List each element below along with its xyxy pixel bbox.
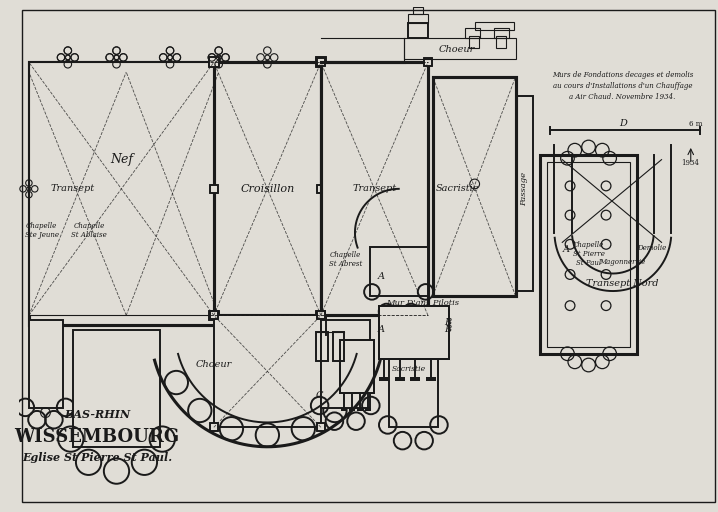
- Bar: [317, 58, 325, 66]
- Text: A: A: [378, 325, 385, 334]
- Bar: [317, 423, 325, 431]
- Bar: [389, 349, 438, 428]
- Bar: [414, 7, 423, 14]
- Bar: [411, 377, 420, 380]
- Text: C: C: [315, 391, 322, 400]
- Text: Choeur: Choeur: [196, 359, 232, 369]
- Text: B: B: [444, 318, 451, 327]
- Bar: [317, 185, 325, 193]
- Text: Demolie: Demolie: [637, 244, 666, 252]
- Text: B: B: [444, 325, 451, 334]
- Bar: [29, 320, 63, 408]
- Bar: [424, 311, 432, 319]
- Bar: [317, 311, 325, 319]
- Bar: [379, 377, 389, 380]
- Bar: [210, 185, 218, 193]
- Bar: [465, 28, 480, 38]
- Bar: [379, 306, 449, 359]
- Text: Croisillon: Croisillon: [241, 184, 294, 194]
- Text: Eglise St Pierre St Paul.: Eglise St Pierre St Paul.: [22, 453, 172, 463]
- Text: 1934: 1934: [681, 159, 699, 166]
- Bar: [370, 247, 428, 296]
- Text: 6 m: 6 m: [689, 120, 702, 127]
- Text: Sacristie: Sacristie: [435, 184, 479, 194]
- Bar: [349, 408, 355, 411]
- Text: Nef: Nef: [110, 153, 133, 166]
- Bar: [433, 77, 516, 296]
- Bar: [210, 423, 218, 431]
- Text: Chapelle
Ste Jeune: Chapelle Ste Jeune: [24, 222, 59, 239]
- Text: Chapelle
St Abrest: Chapelle St Abrest: [329, 251, 362, 268]
- Bar: [209, 57, 219, 67]
- Bar: [214, 315, 321, 428]
- Bar: [316, 310, 326, 320]
- Bar: [546, 162, 630, 348]
- Text: A: A: [563, 245, 569, 254]
- Text: Mur D'ans Pilotis: Mur D'ans Pilotis: [386, 298, 460, 307]
- Bar: [340, 339, 374, 393]
- Bar: [340, 339, 374, 393]
- Text: A: A: [378, 272, 385, 282]
- Text: BAS-RHIN: BAS-RHIN: [64, 409, 130, 419]
- Bar: [404, 38, 516, 59]
- Bar: [409, 24, 428, 38]
- Bar: [317, 311, 325, 319]
- Bar: [332, 332, 344, 361]
- Text: WISSEMBOURG: WISSEMBOURG: [14, 428, 180, 446]
- Bar: [395, 377, 405, 380]
- Bar: [316, 310, 326, 320]
- Text: Transept: Transept: [51, 184, 95, 194]
- Text: Sacristie: Sacristie: [391, 365, 426, 373]
- Bar: [321, 62, 428, 315]
- Bar: [424, 58, 432, 66]
- Bar: [341, 408, 348, 411]
- Text: Chapelle
St Ablaise: Chapelle St Ablaise: [71, 222, 107, 239]
- Bar: [424, 58, 432, 66]
- Bar: [210, 311, 218, 319]
- Bar: [317, 311, 325, 319]
- Bar: [433, 77, 516, 296]
- Bar: [316, 57, 326, 67]
- Bar: [317, 185, 325, 193]
- Bar: [494, 28, 509, 38]
- Text: Magonnerrie: Magonnerrie: [600, 258, 645, 266]
- Bar: [316, 57, 326, 67]
- Bar: [424, 311, 432, 319]
- Text: D: D: [619, 119, 627, 127]
- Bar: [214, 62, 321, 315]
- Text: Transept: Transept: [353, 184, 396, 194]
- Bar: [73, 330, 160, 447]
- Bar: [469, 36, 479, 48]
- Text: Passage: Passage: [521, 172, 528, 206]
- Text: Choeur: Choeur: [439, 45, 475, 54]
- Bar: [475, 23, 513, 30]
- Bar: [210, 311, 218, 319]
- Text: Transept Nord: Transept Nord: [587, 279, 659, 288]
- Bar: [496, 36, 505, 48]
- Bar: [29, 62, 219, 325]
- Bar: [209, 57, 219, 67]
- Text: Chapelle
St Pierre
St Paul: Chapelle St Pierre St Paul: [573, 241, 605, 267]
- Bar: [29, 62, 219, 325]
- Bar: [210, 185, 218, 193]
- Bar: [321, 320, 370, 408]
- Bar: [540, 155, 637, 354]
- Bar: [317, 58, 325, 66]
- Bar: [426, 377, 436, 380]
- Bar: [209, 310, 219, 320]
- Text: Murs de Fondations decages et demolis
au cours d'Installations d'un Chauffage
a : Murs de Fondations decages et demolis au…: [552, 71, 694, 101]
- Bar: [365, 408, 370, 411]
- Bar: [316, 332, 327, 361]
- Bar: [210, 423, 218, 431]
- Bar: [29, 62, 214, 315]
- Bar: [214, 62, 321, 315]
- Bar: [357, 408, 363, 411]
- Bar: [321, 62, 428, 315]
- Bar: [317, 423, 325, 431]
- Bar: [516, 96, 533, 291]
- Bar: [379, 306, 449, 359]
- Bar: [409, 14, 428, 24]
- Bar: [209, 310, 219, 320]
- Bar: [317, 311, 325, 319]
